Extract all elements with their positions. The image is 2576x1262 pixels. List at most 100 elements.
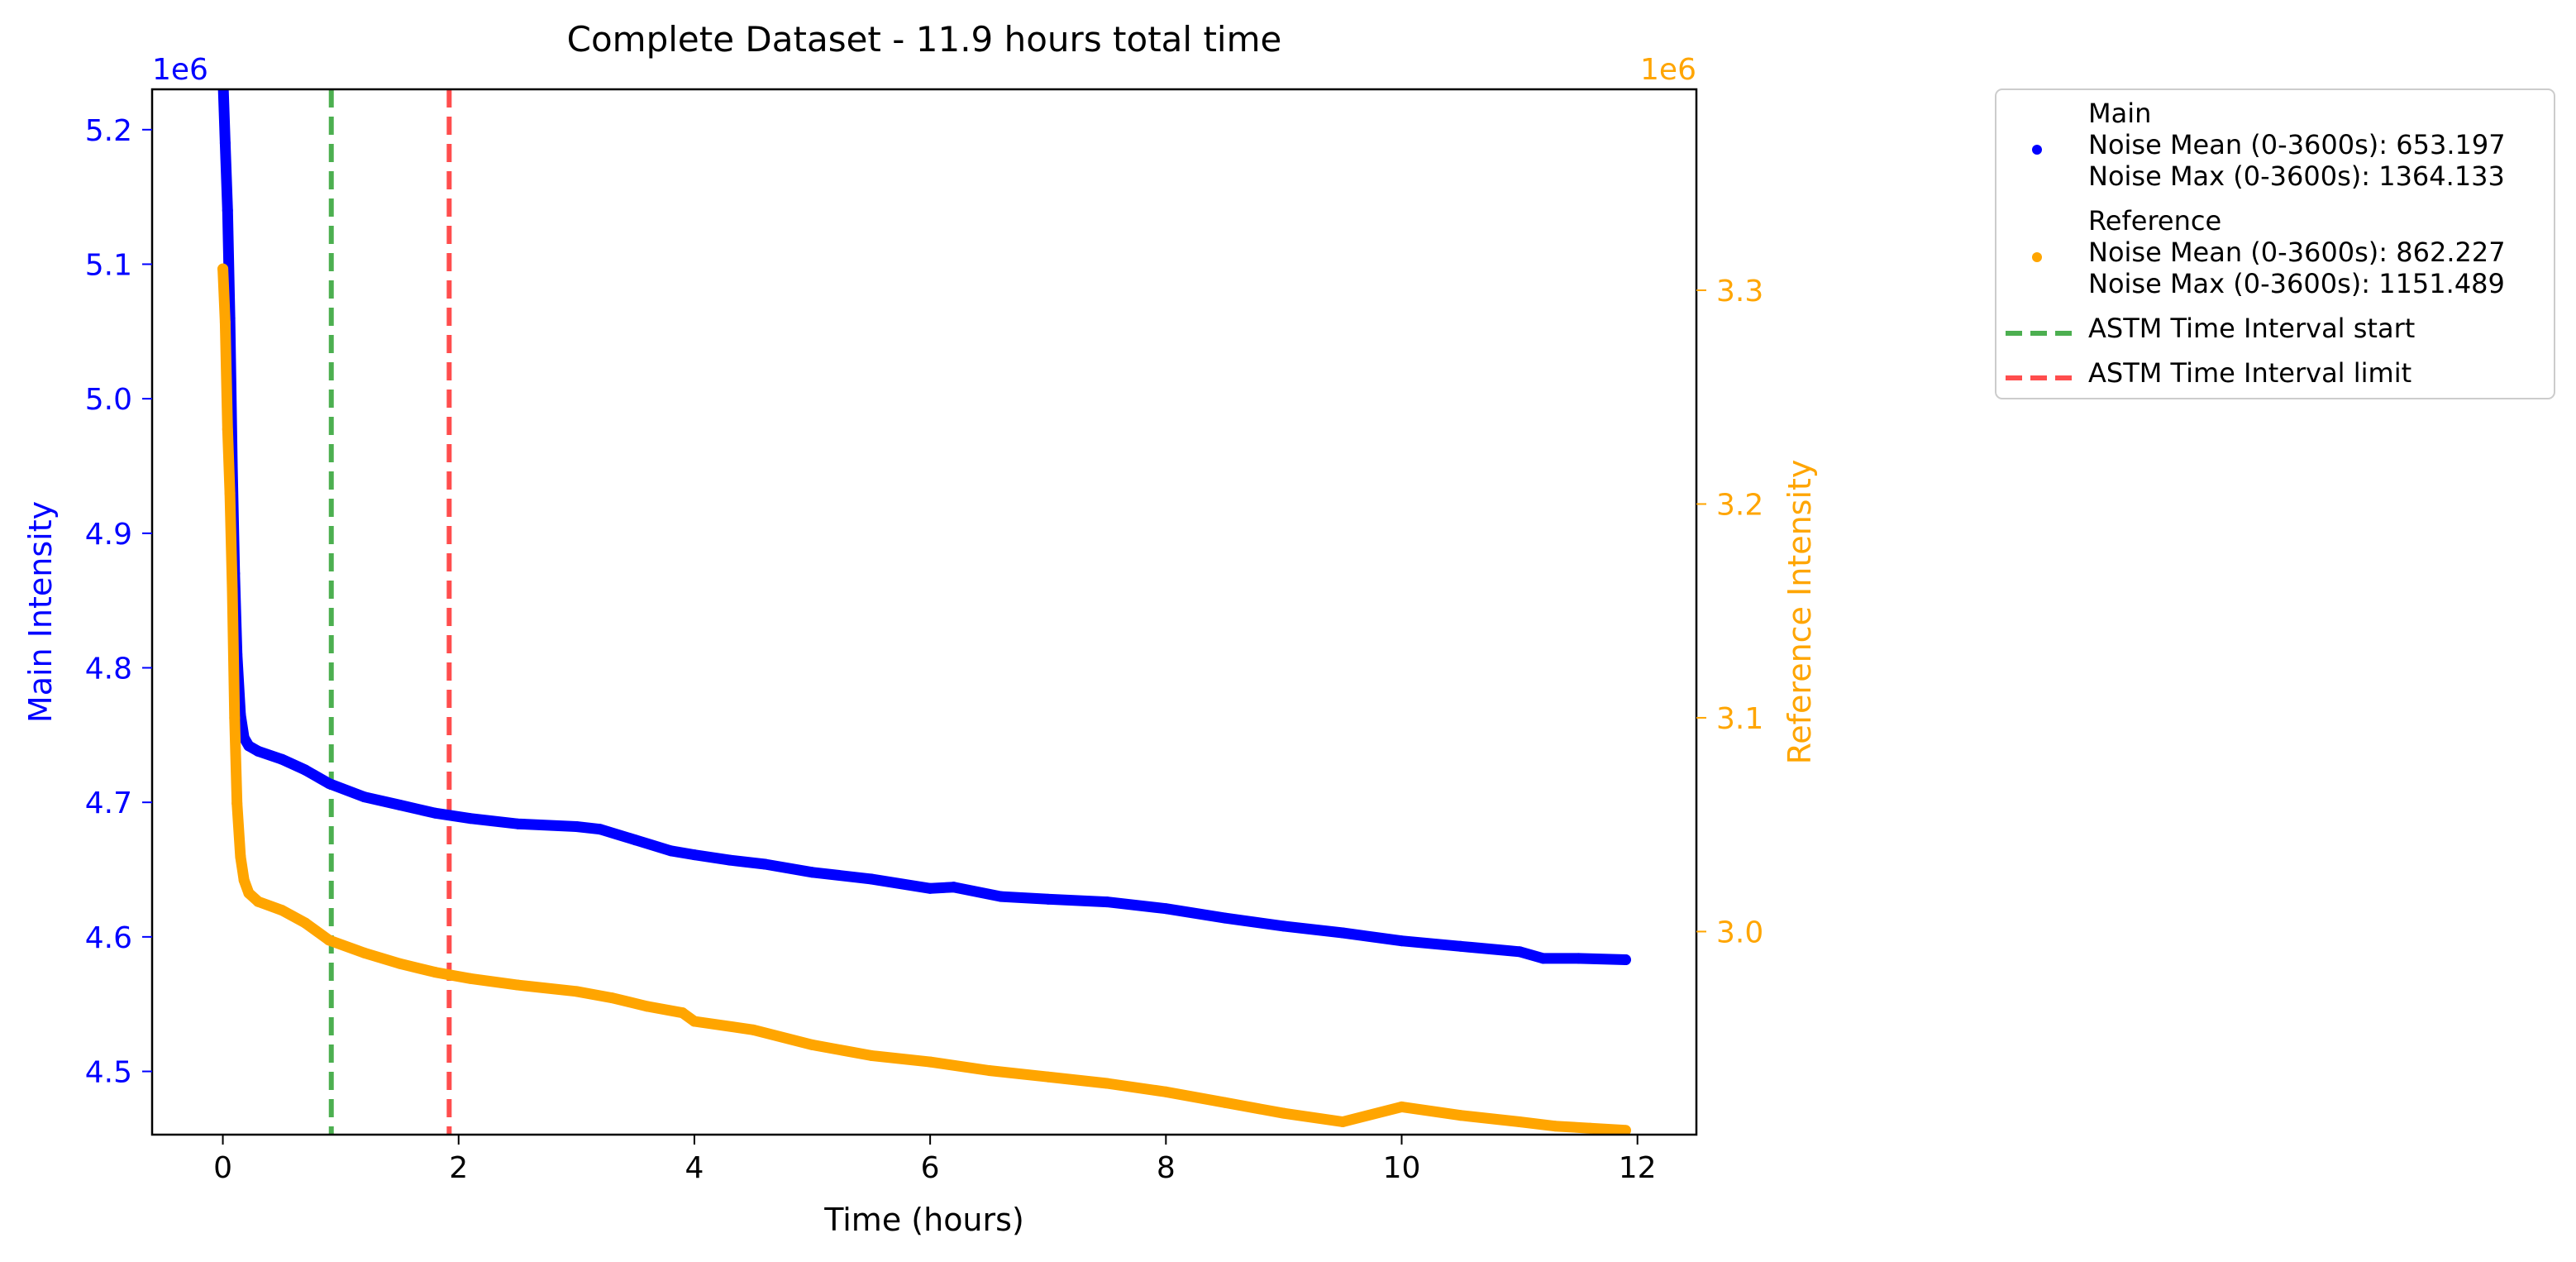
reference-data-point <box>252 896 264 907</box>
main-data-point <box>465 813 476 825</box>
main-data-point <box>1620 954 1631 966</box>
reference-data-point <box>231 797 243 809</box>
legend-entry-text: Main <box>2088 98 2151 129</box>
legend-entry-text: Noise Mean (0-3600s): 653.197 <box>2088 129 2506 160</box>
main-data-point <box>299 764 311 776</box>
main-data-point <box>222 204 233 216</box>
x-axis: 0 2 4 6 8 10 12 <box>213 1135 1657 1185</box>
reference-data-point <box>299 917 311 929</box>
legend-entry-text: Noise Max (0-3600s): 1151.489 <box>2088 268 2505 299</box>
x-tick-label: 10 <box>1383 1151 1421 1185</box>
reference-data-point <box>807 1039 818 1050</box>
main-data-point <box>948 882 960 893</box>
y-right-tick-label: 3.1 <box>1716 702 1763 736</box>
reference-data-point <box>227 584 238 595</box>
main-data-point <box>1538 953 1549 964</box>
y-left-tick-label: 5.1 <box>85 248 132 282</box>
y-right-scale-label: 1e6 <box>1640 53 1696 87</box>
main-data-point <box>1219 912 1231 924</box>
reference-data-point <box>677 1007 689 1019</box>
reference-data-point <box>323 935 335 946</box>
x-tick-label: 12 <box>1619 1151 1657 1185</box>
reference-data-point <box>1396 1101 1408 1112</box>
main-data-point <box>429 807 441 819</box>
y-left-tick-label: 4.6 <box>85 921 132 955</box>
reference-data-point <box>606 992 618 1004</box>
reference-data-point <box>229 712 241 724</box>
main-data-point <box>1455 940 1467 952</box>
reference-data-point <box>1042 1071 1054 1083</box>
reference-data-point <box>359 947 370 958</box>
y-right-label: Reference Intensity <box>1782 460 1818 765</box>
x-tick-label: 0 <box>213 1151 232 1185</box>
main-data-point <box>1396 935 1408 947</box>
reference-data-point <box>429 967 441 978</box>
main-data-point <box>219 137 231 149</box>
x-tick-label: 6 <box>921 1151 940 1185</box>
y-right-tick-label: 3.0 <box>1716 915 1763 949</box>
legend-entry-text: ASTM Time Interval limit <box>2088 357 2411 389</box>
legend-entry-text: Noise Max (0-3600s): 1364.133 <box>2088 160 2505 192</box>
reference-data-point <box>219 317 231 328</box>
reference-data-point <box>217 263 229 275</box>
main-data-point <box>243 740 255 752</box>
main-intensity-axis: 4.5 4.6 4.7 4.8 4.9 5.0 5.1 5.2 <box>85 114 152 1090</box>
reference-data-point <box>747 1024 759 1035</box>
interval-lines <box>328 89 452 1135</box>
main-data-point <box>594 824 606 835</box>
reference-data-point <box>1278 1107 1290 1119</box>
y-left-scale-label: 1e6 <box>152 53 208 87</box>
main-data-point <box>1042 893 1054 905</box>
main-data-point <box>995 891 1007 902</box>
plot-frame <box>150 88 1698 1136</box>
reference-data-point <box>1337 1116 1348 1127</box>
legend-entry-text: Reference <box>2088 205 2221 237</box>
main-data-point <box>394 799 405 810</box>
reference-data-point <box>1514 1116 1525 1127</box>
reference-data-point <box>465 973 476 984</box>
reference-data-point <box>243 887 255 899</box>
main-data-point <box>1514 946 1525 958</box>
y-left-tick-label: 5.2 <box>85 114 132 148</box>
y-left-tick-label: 4.9 <box>85 518 132 552</box>
main-data-point <box>252 745 264 757</box>
reference-data-point <box>1455 1110 1467 1121</box>
legend-entry-text: Noise Mean (0-3600s): 862.227 <box>2088 237 2506 268</box>
reference-data-point <box>512 979 523 991</box>
main-data-point <box>359 791 370 803</box>
y-left-tick-label: 4.7 <box>85 786 132 820</box>
main-data-point <box>1101 896 1113 908</box>
y-left-tick-label: 4.5 <box>85 1056 132 1090</box>
reference-data-point <box>924 1056 936 1068</box>
y-right-tick-label: 3.2 <box>1716 488 1763 522</box>
y-right-tick-label: 3.3 <box>1716 275 1763 308</box>
reference-data-point <box>224 488 236 500</box>
main-data-point <box>276 753 288 765</box>
reference-data-point <box>276 905 288 916</box>
main-data-point <box>238 732 250 743</box>
reference-data-point <box>238 874 250 886</box>
main-data-point <box>323 777 335 789</box>
chart-title: Complete Dataset - 11.9 hours total time <box>567 19 1282 60</box>
main-data-point <box>1337 927 1348 939</box>
legend-box <box>1995 88 2555 399</box>
reference-data-point <box>1549 1121 1561 1132</box>
reference-data-point <box>1101 1078 1113 1089</box>
x-tick-label: 2 <box>449 1151 468 1185</box>
y-left-tick-label: 4.8 <box>85 653 132 686</box>
main-data-point <box>689 849 700 861</box>
reference-data-point <box>1585 1122 1596 1134</box>
main-data-point <box>1278 920 1290 932</box>
main-data-point <box>630 834 642 846</box>
main-data-point <box>570 820 582 832</box>
reference-data-point <box>1620 1125 1631 1135</box>
main-data-point <box>512 818 523 829</box>
reference-data-point <box>642 1001 653 1012</box>
legend-marker <box>2032 252 2042 262</box>
reference-data-point <box>689 1016 700 1027</box>
main-data-point <box>759 858 770 870</box>
x-tick-label: 8 <box>1157 1151 1176 1185</box>
reference-data-point <box>1219 1097 1231 1108</box>
